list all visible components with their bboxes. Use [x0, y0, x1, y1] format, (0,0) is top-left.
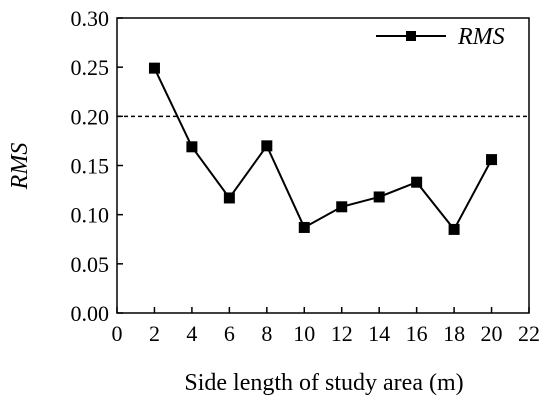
data-point [298, 221, 310, 233]
y-tick-label: 0.30 [71, 6, 110, 31]
x-tick-label: 22 [518, 321, 540, 346]
legend: RMS [376, 24, 505, 50]
y-tick-label: 0.20 [71, 104, 110, 129]
y-tick-label: 0.10 [71, 203, 110, 228]
ticks: 0 2 4 6 8 10 12 14 16 18 20 22 0.00 0.05 0.10 0.15 0.20 0… [71, 6, 541, 346]
series [117, 62, 529, 235]
data-point [261, 140, 273, 152]
x-tick-label: 18 [443, 321, 465, 346]
x-tick-label: 2 [149, 321, 160, 346]
data-point [336, 201, 348, 213]
series-line [153, 67, 493, 232]
x-tick-label: 6 [224, 321, 235, 346]
x-tick-label: 4 [186, 321, 197, 346]
x-tick-label: 16 [406, 321, 428, 346]
plot-frame [116, 17, 530, 314]
data-point [486, 154, 498, 166]
x-tick-label: 8 [261, 321, 272, 346]
data-point [411, 176, 423, 188]
x-tick-label: 20 [481, 321, 503, 346]
legend-label: RMS [457, 24, 505, 50]
x-axis-title: Side length of study area (m) [184, 370, 463, 396]
data-point [148, 62, 160, 74]
y-tick-label: 0.25 [71, 55, 110, 80]
axes [116, 17, 530, 314]
legend-marker [406, 31, 416, 41]
y-tick-label: 0.15 [71, 154, 110, 179]
x-tick-label: 0 [112, 321, 123, 346]
y-axis-title: RMS [7, 143, 33, 191]
y-tick-label: 0.05 [71, 252, 110, 277]
x-tick-label: 10 [293, 321, 315, 346]
data-point [223, 192, 235, 204]
data-point [373, 191, 385, 203]
x-tick-label: 12 [331, 321, 353, 346]
x-tick-label: 14 [368, 321, 390, 346]
data-point [448, 223, 460, 235]
y-tick-label: 0.00 [71, 301, 110, 326]
data-point [186, 141, 198, 153]
